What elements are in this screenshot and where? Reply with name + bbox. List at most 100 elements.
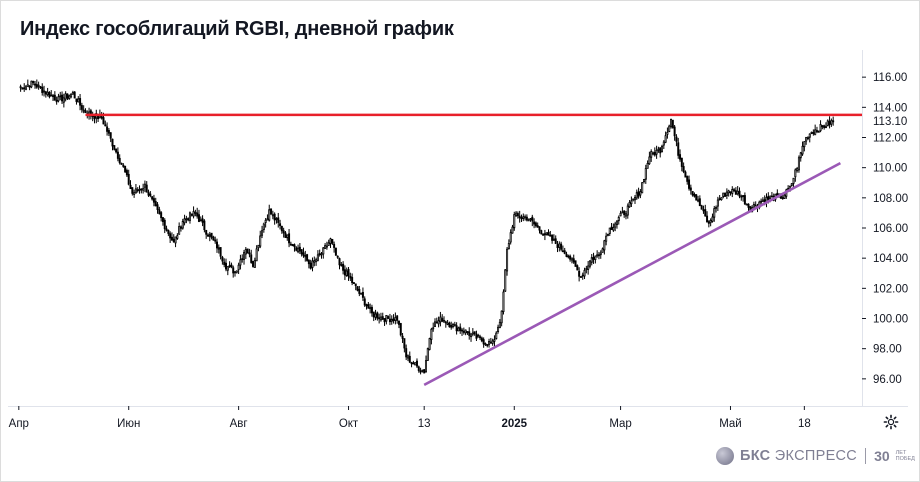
candle-down	[693, 193, 696, 197]
candle-down	[574, 260, 577, 267]
candle-down	[125, 170, 128, 176]
candle-up	[194, 211, 197, 214]
candle-down	[280, 225, 283, 232]
brand-badge-text: ЛЕТ ПОБЕД	[895, 450, 915, 462]
candle-up	[727, 190, 730, 194]
candle-up	[558, 243, 561, 248]
candle-down	[115, 148, 118, 153]
candle-up	[311, 260, 314, 268]
candle-down	[695, 194, 698, 201]
candle-down	[298, 246, 301, 252]
candle-down	[399, 323, 402, 336]
candle-down	[170, 236, 173, 241]
candle-up	[239, 259, 242, 266]
candle-up	[605, 235, 608, 242]
candle-up	[830, 119, 833, 125]
candle-up	[452, 324, 455, 328]
candle-down	[338, 258, 341, 266]
candle-down	[671, 119, 674, 128]
candle-down	[518, 215, 521, 219]
candle-up	[801, 145, 804, 155]
candle-up	[498, 321, 501, 329]
candle-up	[509, 232, 512, 243]
candle-down	[812, 132, 815, 134]
candle-down	[48, 92, 51, 98]
candle-down	[520, 217, 523, 220]
candle-up	[446, 322, 449, 325]
candle-down	[561, 250, 564, 253]
x-tick-label: Окт	[339, 418, 359, 430]
x-tick-label: 13	[418, 418, 431, 430]
candle-down	[241, 258, 244, 260]
candle-up	[437, 320, 440, 325]
candle-down	[284, 232, 287, 238]
candle-down	[300, 249, 303, 255]
candle-up	[769, 196, 772, 199]
candle-down	[698, 198, 701, 207]
candle-up	[502, 291, 505, 312]
candle-down	[781, 197, 784, 200]
candle-down	[823, 125, 826, 129]
candle-down	[729, 191, 732, 194]
candle-up	[497, 326, 500, 333]
candle-down	[525, 216, 528, 221]
candle-down	[206, 234, 209, 237]
candle-down	[516, 213, 519, 217]
candle-down	[367, 304, 370, 309]
candle-down	[273, 213, 276, 221]
candle-down	[129, 184, 132, 189]
candle-up	[50, 94, 53, 97]
candle-up	[642, 178, 645, 182]
candle-down	[282, 230, 285, 234]
candle-up	[655, 149, 658, 155]
candle-down	[354, 283, 357, 286]
candle-down	[408, 355, 411, 363]
candle-down	[361, 292, 364, 298]
candle-up	[174, 236, 177, 244]
x-tick-label: Авг	[230, 418, 248, 430]
candle-down	[156, 204, 159, 210]
candle-down	[702, 209, 705, 212]
candle-down	[486, 344, 489, 347]
candle-down	[738, 190, 741, 197]
candle-up	[57, 96, 60, 102]
candle-up	[808, 133, 811, 138]
candle-up	[621, 211, 624, 214]
candle-down	[197, 214, 200, 222]
candle-up	[652, 152, 655, 155]
candle-up	[570, 257, 573, 261]
last-price-label: 113.10	[873, 116, 907, 128]
candle-up	[603, 240, 606, 251]
candle-down	[734, 190, 737, 195]
candle-up	[666, 132, 669, 135]
candle-down	[131, 187, 134, 194]
candle-up	[25, 85, 28, 90]
candle-down	[742, 195, 745, 197]
candle-up	[657, 148, 660, 151]
candle-up	[426, 348, 429, 361]
candle-up	[178, 226, 181, 235]
candle-up	[641, 182, 644, 194]
candle-down	[403, 338, 406, 349]
candle-down	[415, 360, 418, 367]
candle-down	[787, 188, 790, 190]
candle-up	[596, 254, 599, 257]
candle-down	[340, 264, 343, 267]
candle-up	[491, 340, 494, 344]
candle-down	[73, 91, 76, 99]
candle-up	[761, 199, 764, 202]
candle-down	[435, 321, 438, 324]
candle-down	[832, 120, 835, 123]
candle-down	[145, 184, 148, 193]
candle-up	[819, 124, 822, 132]
candle-down	[158, 209, 161, 215]
candle-up	[587, 265, 590, 270]
candle-up	[590, 257, 593, 263]
candle-up	[439, 316, 442, 323]
gear-icon[interactable]	[883, 414, 899, 430]
candle-down	[397, 320, 400, 325]
candle-down	[733, 189, 736, 192]
candle-up	[504, 269, 507, 292]
candle-down	[349, 276, 352, 279]
